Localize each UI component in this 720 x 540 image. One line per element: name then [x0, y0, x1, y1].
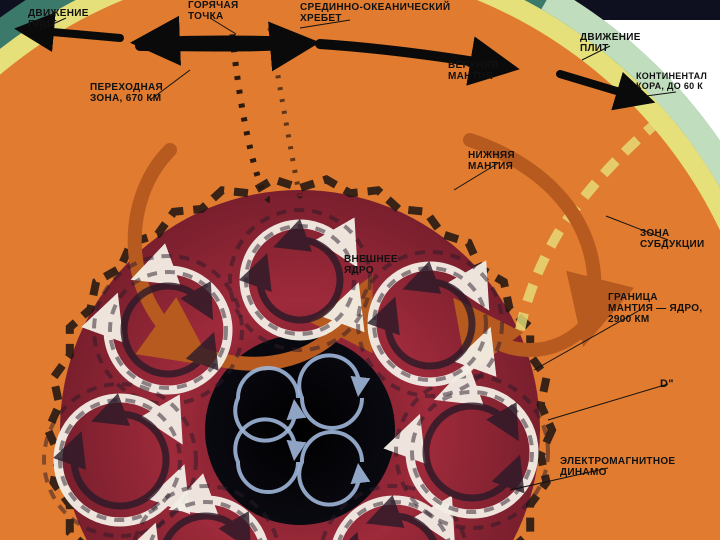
earth-cross-section-diagram: ДВИЖЕНИЕПЛИТ ГОРЯЧАЯТОЧКА СРЕДИННО-ОКЕАНИЧ… — [0, 0, 720, 540]
label-mid-ocean-ridge: СРЕДИННО-ОКЕАНИЧЕСКИЙХРЕБЕТ — [300, 2, 450, 24]
label-continental-crust: КОНТИНЕНТАЛКОРА, ДО 60 К — [636, 72, 707, 92]
label-plate-motion-left: ДВИЖЕНИЕПЛИТ — [28, 8, 89, 30]
label-cmb: ГРАНИЦАМАНТИЯ — ЯДРО,2900 КМ — [608, 292, 702, 325]
label-em-dynamo: ЭЛЕКТРОМАГНИТНОЕДИНАМО — [560, 456, 675, 478]
label-plate-motion-right: ДВИЖЕНИЕПЛИТ — [580, 32, 641, 54]
label-lower-mantle: НИЖНЯЯМАНТИЯ — [468, 150, 515, 172]
label-transition-zone: ПЕРЕХОДНАЯЗОНА, 670 КМ — [90, 82, 163, 104]
label-subduction-zone: ЗОНАСУБДУКЦИИ — [640, 228, 704, 250]
label-hot-spot: ГОРЯЧАЯТОЧКА — [188, 0, 238, 22]
label-outer-core: ВНЕШНЕЕЯДРО — [344, 254, 398, 276]
label-upper-mantle: ВЕРХНЯЯМАНТИЯ — [448, 60, 499, 82]
label-d-double-prime: D" — [660, 378, 674, 390]
